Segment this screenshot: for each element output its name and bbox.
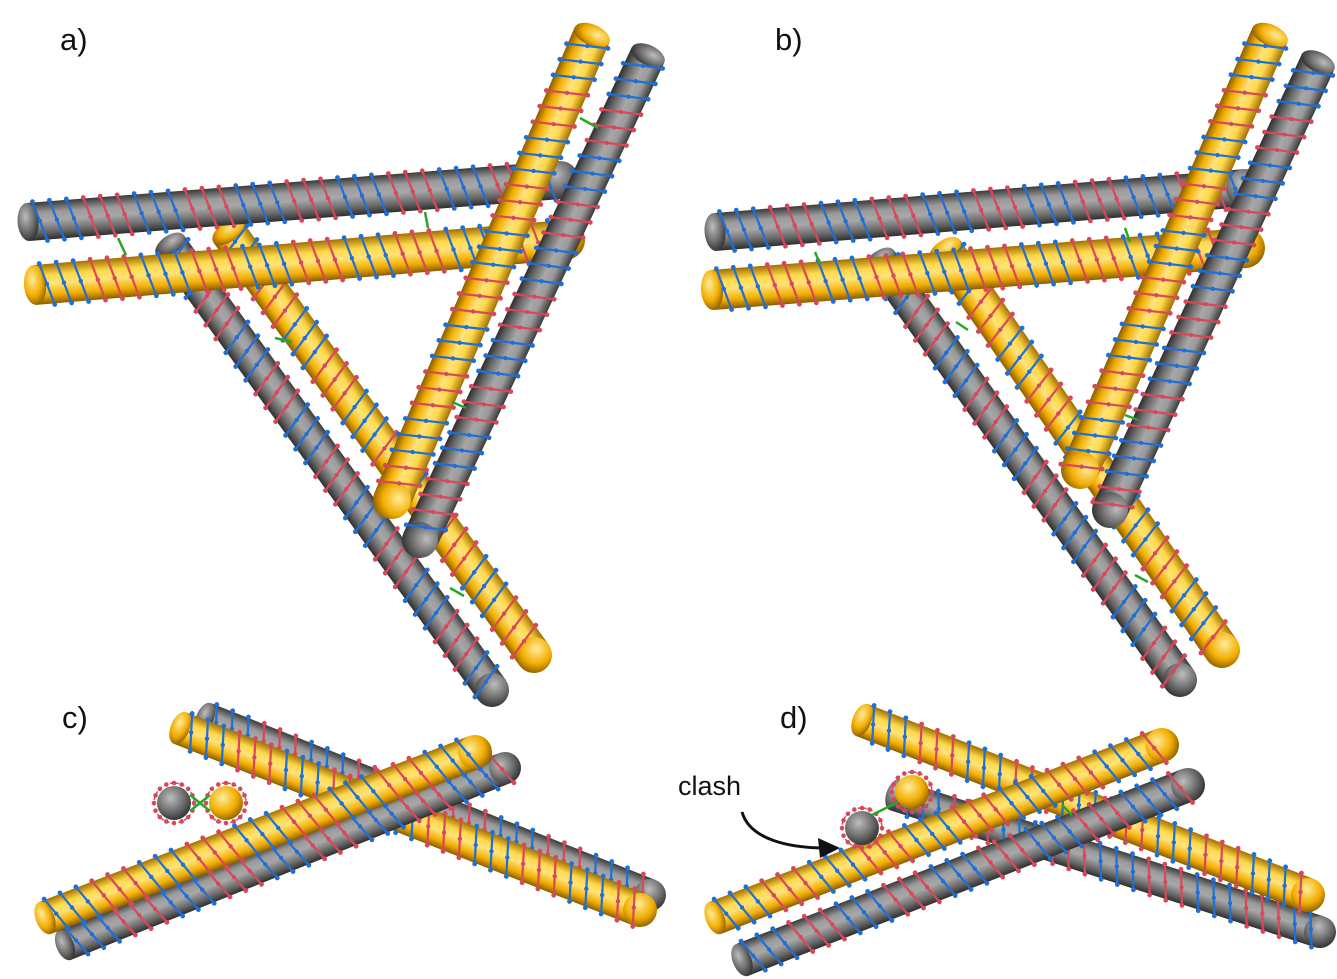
crossover-strand xyxy=(116,237,128,256)
helix-yellow-diagonal-right xyxy=(373,22,611,520)
crossover-strand xyxy=(1061,804,1073,816)
helix-gray-diagonal-front xyxy=(731,767,1205,977)
helix-gray-end-view xyxy=(151,780,197,826)
crossover-strand xyxy=(813,251,822,265)
panel-d-origami-model xyxy=(704,703,1337,977)
helix-yellow-end-view xyxy=(889,769,935,815)
panel-label-a: a) xyxy=(60,22,88,57)
helix-gray-diagonal-right xyxy=(1090,50,1336,529)
panel-label-c: c) xyxy=(62,700,88,735)
crossover-strand xyxy=(274,336,293,344)
crossover-strand xyxy=(579,116,599,130)
crossover-strand xyxy=(1123,227,1132,243)
panel-c-origami-model xyxy=(34,702,667,961)
panel-a-origami-model xyxy=(17,22,666,708)
helix-yellow-end-view xyxy=(203,780,249,826)
helix-gray-end-view xyxy=(839,805,885,851)
crossover-strand xyxy=(955,320,969,332)
helix-yellow-diagonal-front xyxy=(704,728,1179,935)
clash-arrow xyxy=(740,811,827,850)
crossover-strand xyxy=(189,794,211,812)
crossover-strand xyxy=(423,211,430,229)
panel-b-origami-model xyxy=(700,22,1336,698)
helix-yellow-diagonal-right xyxy=(1058,22,1289,490)
crossover-strand xyxy=(1134,573,1149,584)
crossover-strand xyxy=(1124,413,1139,422)
clash-label: clash xyxy=(678,771,741,801)
crossover-strand xyxy=(871,800,899,817)
panel-label-d: d) xyxy=(780,700,808,735)
helix-yellow-diagonal-front xyxy=(34,734,493,935)
crossover-strand xyxy=(449,586,465,598)
panel-label-b: b) xyxy=(775,22,803,57)
helix-gray-diagonal-right xyxy=(402,43,666,558)
clash-arrowhead xyxy=(818,838,840,858)
crossover-strand xyxy=(451,400,467,410)
